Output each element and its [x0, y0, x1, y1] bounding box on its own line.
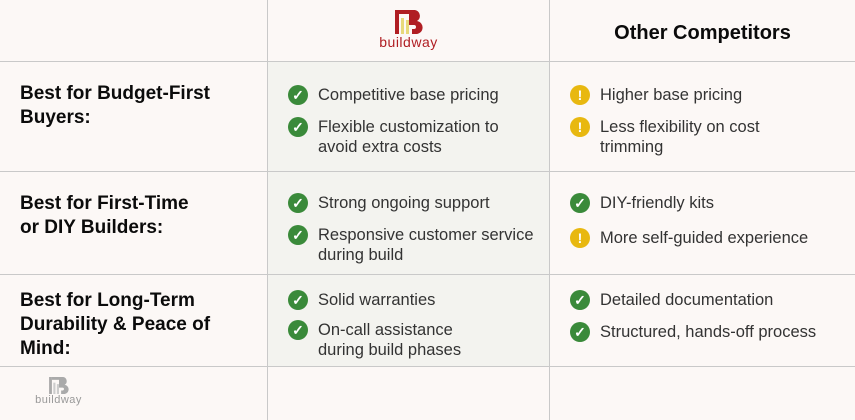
row-label-cell: Best for Budget-First Buyers: — [0, 62, 268, 172]
buildway-cell: ✓ Solid warranties ✓ On-call assistance du… — [268, 275, 550, 367]
check-icon: ✓ — [288, 225, 308, 245]
check-icon: ✓ — [288, 85, 308, 105]
row-label-cell: Best for Long-Term Durability & Peace of… — [0, 275, 268, 367]
warning-icon: ! — [570, 117, 590, 137]
buildway-logo-text: buildway — [379, 34, 438, 50]
footer-empty-cell — [268, 367, 550, 420]
check-icon: ✓ — [288, 117, 308, 137]
warning-icon: ! — [570, 85, 590, 105]
item-text: Structured, hands-off process — [600, 323, 817, 341]
row-label-cell: Best for First-Time or DIY Builders: — [0, 172, 268, 275]
competitors-title: Other Competitors — [614, 22, 791, 44]
buildway-logo-icon — [394, 10, 422, 34]
footer-empty-cell — [550, 367, 855, 420]
list-item: ✓ Competitive base pricing — [288, 85, 549, 105]
list-item: ✓ Structured, hands-off process — [570, 322, 855, 342]
row-label: Best for First-Time or DIY Builders: — [20, 193, 189, 238]
item-text: Less flexibility on cost trimming — [600, 118, 760, 156]
list-item: ! Higher base pricing — [570, 85, 855, 105]
row-label: Best for Long-Term Durability & Peace of… — [20, 290, 211, 359]
row-label: Best for Budget-First Buyers: — [20, 83, 210, 128]
watermark-logo: buildway — [16, 367, 101, 406]
item-text: Flexible customization to avoid extra co… — [318, 118, 499, 156]
competitor-cell: ✓ Detailed documentation ✓ Structured, han… — [550, 275, 855, 367]
list-item: ✓ On-call assistance during build phases — [288, 320, 549, 360]
item-text: DIY-friendly kits — [600, 194, 715, 212]
check-icon: ✓ — [288, 193, 308, 213]
item-text: Higher base pricing — [600, 86, 743, 104]
list-item: ! Less flexibility on cost trimming — [570, 117, 855, 157]
header-empty-cell — [0, 0, 268, 62]
list-item: ! More self-guided experience — [570, 228, 855, 248]
list-item: ✓ Flexible customization to avoid extra c… — [288, 117, 549, 157]
header-buildway-cell: buildway — [268, 0, 550, 62]
competitor-cell: ✓ DIY-friendly kits ! More self-guided exp… — [550, 172, 855, 275]
competitor-cell: ! Higher base pricing ! Less flexibility o… — [550, 62, 855, 172]
footer-cell: buildway — [0, 367, 268, 420]
buildway-cell: ✓ Competitive base pricing ✓ Flexible cust… — [268, 62, 550, 172]
item-text: On-call assistance during build phases — [318, 321, 462, 359]
header-competitors-cell: Other Competitors — [550, 0, 855, 62]
buildway-logo: buildway — [268, 0, 549, 50]
check-icon: ✓ — [288, 320, 308, 340]
list-item: ✓ Detailed documentation — [570, 290, 855, 310]
list-item: ✓ Responsive customer service during buil… — [288, 225, 549, 265]
item-text: Solid warranties — [318, 291, 436, 309]
item-text: Competitive base pricing — [318, 86, 499, 104]
warning-icon: ! — [570, 228, 590, 248]
item-text: More self-guided experience — [600, 229, 809, 247]
list-item: ✓ Solid warranties — [288, 290, 549, 310]
check-icon: ✓ — [570, 322, 590, 342]
item-text: Detailed documentation — [600, 291, 774, 309]
watermark-text: buildway — [35, 394, 82, 406]
item-text: Strong ongoing support — [318, 194, 490, 212]
check-icon: ✓ — [570, 193, 590, 213]
list-item: ✓ DIY-friendly kits — [570, 193, 855, 213]
list-item: ✓ Strong ongoing support — [288, 193, 549, 213]
watermark-logo-icon — [48, 377, 69, 394]
check-icon: ✓ — [288, 290, 308, 310]
check-icon: ✓ — [570, 290, 590, 310]
item-text: Responsive customer service during build — [318, 226, 534, 264]
buildway-cell: ✓ Strong ongoing support ✓ Responsive cust… — [268, 172, 550, 275]
